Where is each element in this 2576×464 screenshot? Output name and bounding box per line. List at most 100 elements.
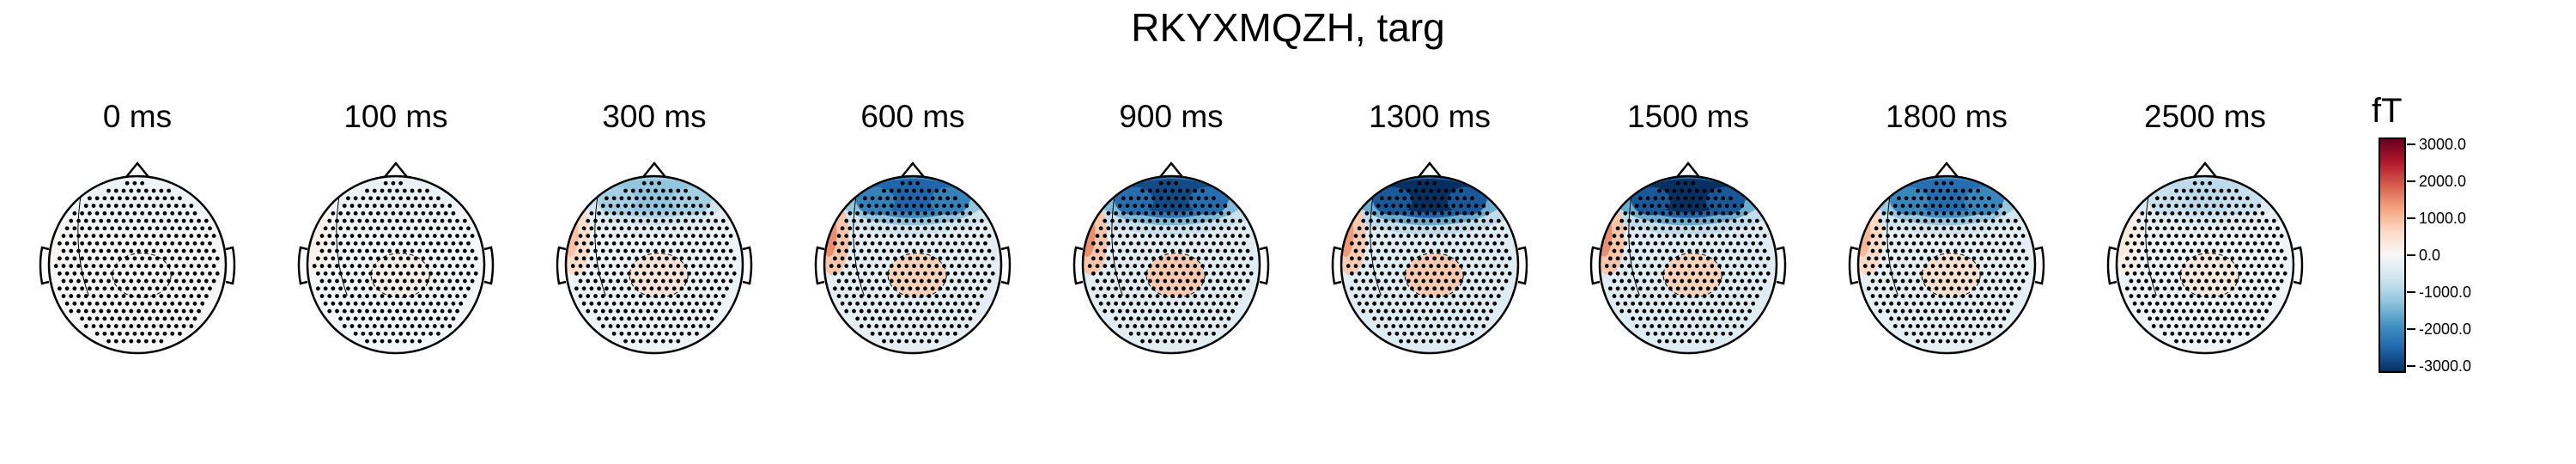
sensor-dot bbox=[627, 241, 632, 246]
sensor-dot bbox=[1500, 271, 1504, 276]
sensor-dot bbox=[2178, 301, 2183, 306]
sensor-dot bbox=[2204, 248, 2208, 253]
sensor-dot bbox=[368, 331, 374, 336]
sensor-dot bbox=[1721, 271, 1726, 276]
sensor-dot bbox=[1477, 211, 1482, 216]
sensor-dot bbox=[1878, 234, 1883, 238]
sensor-dot bbox=[2170, 256, 2175, 261]
contour-line bbox=[1370, 185, 1382, 296]
sensor-dot bbox=[1672, 264, 1677, 268]
sensor-dot bbox=[1144, 331, 1149, 336]
sensor-dot bbox=[155, 241, 160, 246]
sensor-dot bbox=[1103, 278, 1108, 284]
sensor-dot bbox=[1619, 264, 1625, 268]
sensor-dot bbox=[1417, 180, 1422, 186]
sensor-dot bbox=[600, 324, 605, 328]
sensor-dot bbox=[151, 308, 156, 314]
sensor-dot bbox=[1436, 264, 1441, 268]
sensor-dot bbox=[331, 211, 336, 216]
sensor-dot bbox=[1657, 324, 1662, 328]
sensor-dot bbox=[1170, 294, 1175, 298]
sensor-dot bbox=[132, 211, 137, 216]
sensor-dot bbox=[1964, 271, 1969, 276]
sensor-dot bbox=[1680, 308, 1685, 314]
sensor-dot bbox=[315, 286, 320, 291]
sensor-dot bbox=[91, 204, 96, 208]
sensor-dot bbox=[1196, 316, 1201, 321]
sensor-dot bbox=[2208, 211, 2213, 216]
sensor-dot bbox=[862, 256, 867, 261]
sensor-dot bbox=[2174, 264, 2178, 268]
sensor-dot bbox=[945, 331, 951, 336]
sensor-dot bbox=[964, 324, 969, 328]
sensor-dot bbox=[1627, 218, 1631, 223]
sensor-dot bbox=[2124, 256, 2129, 261]
sensor-dot bbox=[706, 294, 711, 298]
sensor-dot bbox=[1151, 256, 1156, 261]
sensor-dot bbox=[1607, 256, 1613, 261]
sensor-dot bbox=[2208, 226, 2213, 231]
sensor-dot bbox=[335, 264, 339, 268]
sensor-dot bbox=[1623, 211, 1628, 216]
sensor-dot bbox=[1664, 188, 1669, 193]
sensor-dot bbox=[690, 234, 696, 238]
sensor-dot bbox=[638, 218, 643, 223]
sensor-dot bbox=[1188, 316, 1194, 321]
sensor-dot bbox=[600, 204, 605, 208]
sensor-dot bbox=[1429, 248, 1433, 253]
sensor-dot bbox=[357, 324, 362, 328]
sensor-dot bbox=[2166, 248, 2172, 253]
sensor-dot bbox=[2208, 180, 2213, 186]
sensor-dot bbox=[635, 226, 639, 231]
sensor-dot bbox=[829, 264, 834, 268]
sensor-dot bbox=[589, 211, 594, 216]
sensor-dot bbox=[1623, 226, 1628, 231]
sensor-dot bbox=[2185, 286, 2190, 291]
sensor-dot bbox=[69, 218, 74, 223]
sensor-dot bbox=[1098, 226, 1103, 231]
sensor-dot bbox=[2204, 324, 2208, 328]
sensor-dot bbox=[1394, 316, 1400, 321]
sensor-dot bbox=[192, 271, 197, 276]
sensor-dot bbox=[402, 324, 407, 328]
sensor-dot bbox=[1735, 226, 1741, 231]
sensor-dot bbox=[930, 256, 935, 261]
sensor-dot bbox=[406, 316, 410, 321]
sensor-dot bbox=[368, 316, 374, 321]
sensor-dot bbox=[1634, 308, 1639, 314]
sensor-dot bbox=[586, 264, 591, 268]
sensor-dot bbox=[1664, 278, 1669, 284]
sensor-dot bbox=[140, 271, 145, 276]
sensor-dot bbox=[1896, 316, 1901, 321]
sensor-dot bbox=[1919, 211, 1924, 216]
sensor-dot bbox=[2174, 248, 2178, 253]
sensor-dot bbox=[1432, 256, 1437, 261]
sensor-dot bbox=[695, 196, 699, 201]
sensor-dot bbox=[649, 256, 654, 261]
sensor-dot bbox=[878, 256, 883, 261]
sensor-dot bbox=[1147, 218, 1152, 223]
sensor-dot bbox=[1661, 271, 1666, 276]
sensor-dot bbox=[1728, 196, 1733, 201]
sensor-dot bbox=[2174, 218, 2178, 223]
sensor-dot bbox=[600, 308, 605, 314]
sensor-dot bbox=[1496, 234, 1501, 238]
sensor-dot bbox=[1668, 316, 1673, 321]
sensor-dot bbox=[676, 278, 681, 284]
sensor-dot bbox=[1155, 204, 1160, 208]
sensor-dot bbox=[1938, 264, 1943, 268]
colorbar-tick-label: -3000.0 bbox=[2419, 357, 2472, 375]
sensor-dot bbox=[2174, 294, 2178, 298]
sensor-dot bbox=[1675, 241, 1680, 246]
sensor-dot bbox=[1114, 316, 1119, 321]
sensor-dot bbox=[638, 204, 643, 208]
sensor-dot bbox=[342, 278, 347, 284]
sensor-dot bbox=[855, 271, 860, 276]
sensor-dot bbox=[1406, 248, 1411, 253]
sensor-dot bbox=[1631, 286, 1636, 291]
sensor-dot bbox=[1140, 204, 1145, 208]
sensor-dot bbox=[611, 211, 617, 216]
sensor-dot bbox=[690, 248, 696, 253]
sensor-dot bbox=[1383, 264, 1388, 268]
sensor-dot bbox=[2170, 211, 2175, 216]
